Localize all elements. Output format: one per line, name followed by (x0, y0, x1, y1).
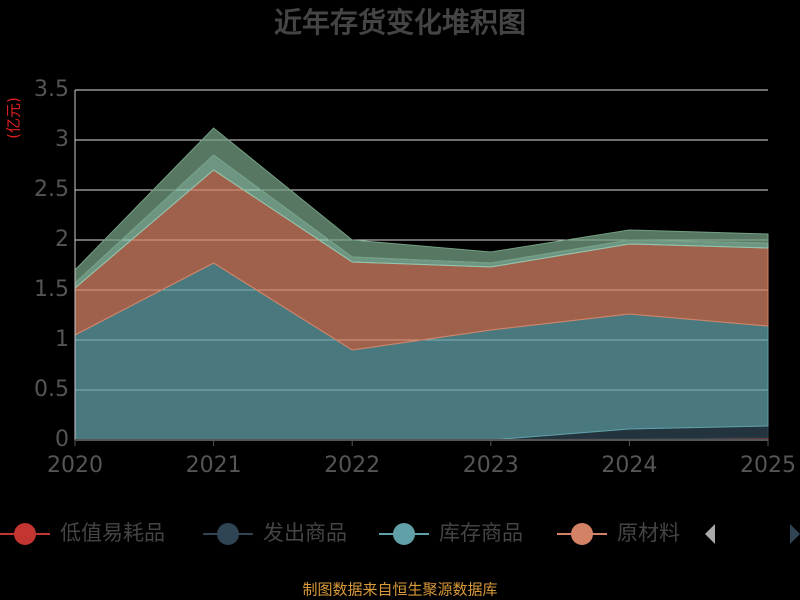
y-tick-label: 3 (55, 127, 69, 152)
chart-title: 近年存货变化堆积图 (274, 6, 526, 39)
y-tick-label: 2.5 (34, 177, 69, 202)
legend-label: 原材料 (617, 521, 680, 545)
x-tick-label: 2022 (324, 453, 380, 478)
x-tick-label: 2025 (740, 453, 796, 478)
legend-marker (393, 523, 415, 545)
legend-marker (571, 523, 593, 545)
legend-label: 低值易耗品 (60, 521, 165, 545)
y-tick-label: 0.5 (34, 377, 69, 402)
area (74, 127, 769, 285)
legend-prev[interactable] (705, 524, 715, 544)
y-tick-label: 3.5 (34, 77, 69, 102)
y-axis-label: (亿元) (5, 97, 23, 139)
y-tick-label: 2 (55, 227, 69, 252)
x-tick-label: 2024 (601, 453, 657, 478)
x-tick-label: 2021 (186, 453, 242, 478)
source-note: 制图数据来自恒生聚源数据库 (302, 581, 497, 599)
legend-marker (14, 523, 36, 545)
legend-marker (217, 523, 239, 545)
y-tick-label: 1.5 (34, 277, 69, 302)
legend-label: 库存商品 (439, 521, 523, 545)
x-tick-label: 2023 (463, 453, 519, 478)
legend-label: 发出商品 (263, 521, 347, 545)
y-tick-label: 1 (55, 327, 69, 352)
y-tick-label: 0 (55, 427, 69, 452)
legend-next[interactable] (790, 524, 800, 544)
x-tick-label: 2020 (47, 453, 103, 478)
